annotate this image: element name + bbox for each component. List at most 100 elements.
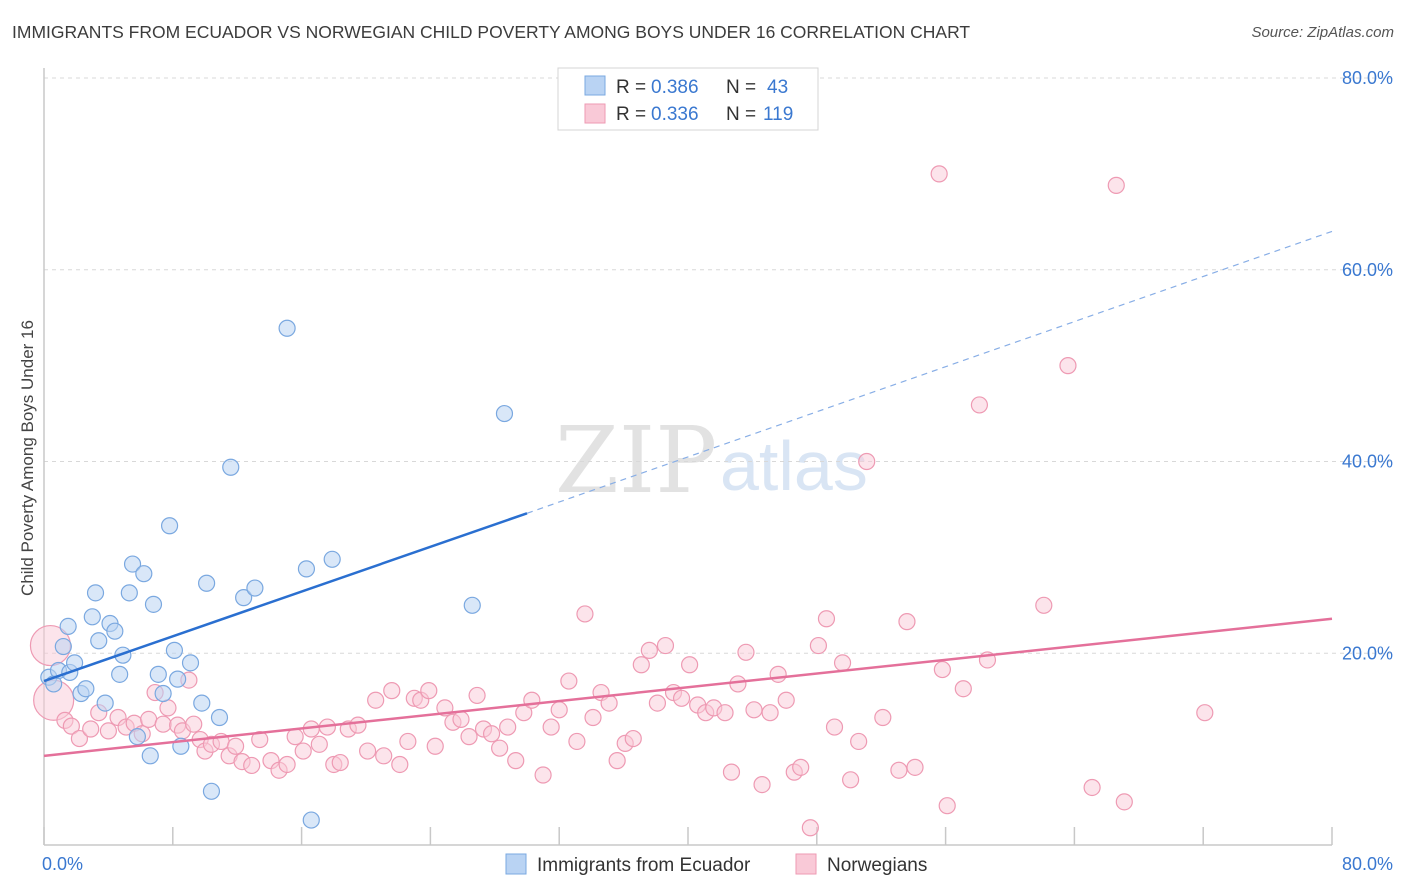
- point-ecuador: [59, 617, 77, 636]
- point-ecuador: [160, 517, 179, 535]
- y-tick-labels: 20.0% 40.0% 60.0% 80.0%: [1342, 68, 1393, 663]
- point-norwegians: [568, 732, 586, 751]
- point-norwegians: [769, 665, 787, 683]
- x-tick-label-max: 80.0%: [1342, 854, 1393, 874]
- point-norwegians: [452, 710, 470, 729]
- point-ecuador: [222, 458, 240, 476]
- point-norwegians: [310, 735, 328, 753]
- point-norwegians: [753, 775, 771, 794]
- point-norwegians: [608, 752, 626, 770]
- point-ecuador: [149, 665, 167, 683]
- point-norwegians: [349, 716, 367, 734]
- legend-label-ecuador: Immigrants from Ecuador: [537, 855, 751, 876]
- point-ecuador: [169, 670, 187, 688]
- point-norwegians: [491, 739, 509, 757]
- point-norwegians: [729, 675, 747, 693]
- point-ecuador: [235, 589, 253, 607]
- point-norwegians: [1035, 596, 1053, 614]
- point-norwegians: [833, 654, 852, 672]
- point-norwegians: [648, 694, 667, 712]
- point-norwegians: [954, 680, 972, 698]
- point-norwegians: [251, 730, 269, 749]
- point-norwegians: [681, 656, 699, 674]
- series-immigrants-from-ecuador: [40, 319, 514, 829]
- point-norwegians: [858, 452, 876, 471]
- point-ecuador: [297, 560, 316, 578]
- legend-n-label-2: N =: [726, 104, 761, 125]
- watermark-zip: ZIP: [555, 407, 717, 514]
- point-norwegians: [82, 720, 100, 738]
- point-norwegians: [825, 718, 844, 736]
- point-norwegians: [468, 686, 486, 705]
- point-ecuador: [181, 654, 200, 672]
- point-norwegians: [359, 742, 377, 760]
- legend-swatch-blue: [584, 75, 606, 96]
- legend-n-label-1: N =: [726, 77, 761, 98]
- point-ecuador: [144, 595, 163, 613]
- point-ecuador: [463, 596, 481, 614]
- point-ecuador: [495, 404, 514, 423]
- legend-n-value-1: 43: [767, 77, 788, 98]
- trend-lines: [43, 230, 1333, 758]
- point-norwegians: [906, 758, 924, 776]
- point-ecuador: [123, 555, 142, 573]
- point-norwegians: [817, 610, 836, 628]
- point-norwegians: [933, 660, 951, 679]
- point-norwegians: [534, 766, 552, 784]
- point-norwegians: [399, 732, 417, 751]
- point-norwegians: [226, 737, 245, 755]
- point-norwegians: [1083, 778, 1101, 797]
- point-norwegians: [367, 691, 385, 709]
- point-norwegians: [1059, 357, 1077, 375]
- point-norwegians: [656, 636, 675, 655]
- point-norwegians: [970, 396, 989, 414]
- series-norwegians: [29, 165, 1214, 837]
- point-ecuador: [202, 782, 221, 800]
- point-norwegians: [792, 758, 810, 776]
- point-norwegians: [716, 704, 734, 722]
- point-norwegians: [809, 636, 828, 655]
- point-norwegians: [499, 718, 517, 736]
- point-norwegians: [331, 753, 349, 772]
- point-norwegians: [294, 742, 312, 760]
- point-norwegians: [560, 672, 578, 690]
- legend-swatch-ecuador: [505, 853, 527, 875]
- point-norwegians: [391, 755, 409, 774]
- y-tick-label: 20.0%: [1342, 643, 1393, 663]
- chart-title: IMMIGRANTS FROM ECUADOR VS NORWEGIAN CHI…: [12, 22, 971, 42]
- point-norwegians: [722, 763, 741, 781]
- legend-r-value-1: 0.386: [651, 77, 699, 98]
- point-norwegians: [420, 682, 438, 700]
- point-ecuador: [154, 684, 172, 703]
- point-ecuador: [141, 747, 159, 765]
- point-norwegians: [874, 708, 892, 727]
- point-norwegians: [850, 732, 868, 751]
- legend-swatch-norwegians: [795, 853, 817, 875]
- point-norwegians: [185, 715, 203, 733]
- point-norwegians: [507, 752, 525, 770]
- point-norwegians: [70, 729, 89, 748]
- point-norwegians: [632, 656, 650, 674]
- point-norwegians: [375, 747, 393, 765]
- point-norwegians: [542, 718, 560, 736]
- point-norwegians: [842, 771, 860, 789]
- legend-swatch-pink: [584, 103, 606, 124]
- trend-line-norwegians: [43, 617, 1333, 758]
- point-norwegians: [584, 708, 602, 727]
- point-norwegians: [930, 165, 948, 183]
- point-norwegians: [383, 682, 401, 700]
- point-norwegians: [898, 613, 916, 631]
- point-ecuador: [278, 319, 296, 337]
- point-ecuador: [210, 708, 229, 727]
- legend-label-norwegians: Norwegians: [827, 855, 927, 876]
- point-norwegians: [154, 715, 172, 733]
- point-norwegians: [777, 691, 795, 709]
- trend-line-ecuador-extrapolated: [526, 230, 1333, 514]
- point-ecuador: [83, 608, 101, 626]
- point-norwegians: [523, 691, 541, 709]
- point-norwegians: [1196, 704, 1214, 722]
- point-norwegians: [624, 729, 642, 748]
- legend-r-label-2: R =: [616, 104, 651, 125]
- legend-r-value-2: 0.336: [651, 104, 699, 125]
